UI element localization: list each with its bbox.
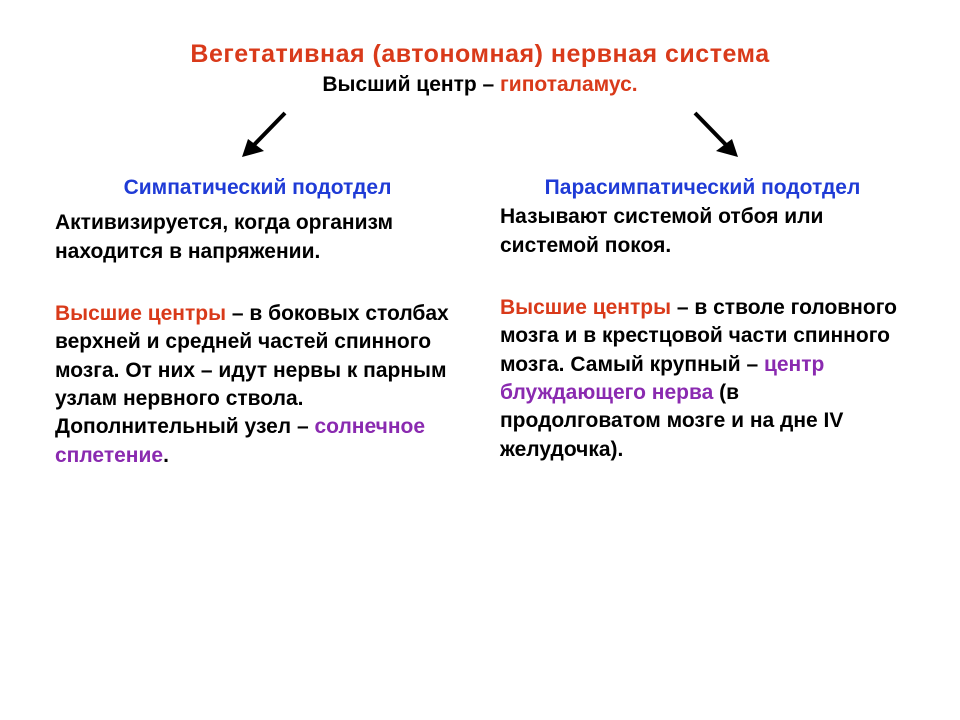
arrow-down-left-icon — [230, 105, 300, 165]
left-desc2: Высшие центры – в боковых столбах верхне… — [55, 300, 460, 470]
arrow-down-right-icon — [680, 105, 750, 165]
subtitle: Высший центр – гипоталамус. — [55, 73, 905, 97]
right-desc2: Высшие центры – в стволе головного мозга… — [500, 294, 905, 464]
columns: Симпатический подотдел Активизируется, к… — [55, 175, 905, 470]
left-desc2-lead: Высшие центры — [55, 302, 226, 325]
main-title: Вегетативная (автономная) нервная систем… — [55, 40, 905, 69]
arrow-right — [680, 105, 750, 170]
left-column: Симпатический подотдел Активизируется, к… — [55, 175, 460, 470]
right-heading: Парасимпатический подотдел — [530, 175, 875, 201]
arrows-row — [55, 105, 905, 175]
subtitle-highlight: гипоталамус. — [500, 73, 638, 96]
right-desc2-lead: Высшие центры — [500, 296, 671, 319]
left-desc1: Активизируется, когда организм находится… — [55, 209, 460, 266]
right-desc1: Называют системой отбоя или системой пок… — [500, 203, 905, 260]
arrow-left — [230, 105, 300, 170]
right-column: Парасимпатический подотдел Называют сист… — [500, 175, 905, 470]
left-heading: Симпатический подотдел — [55, 175, 460, 201]
left-desc2-end: . — [163, 444, 169, 467]
subtitle-prefix: Высший центр – — [322, 73, 500, 96]
